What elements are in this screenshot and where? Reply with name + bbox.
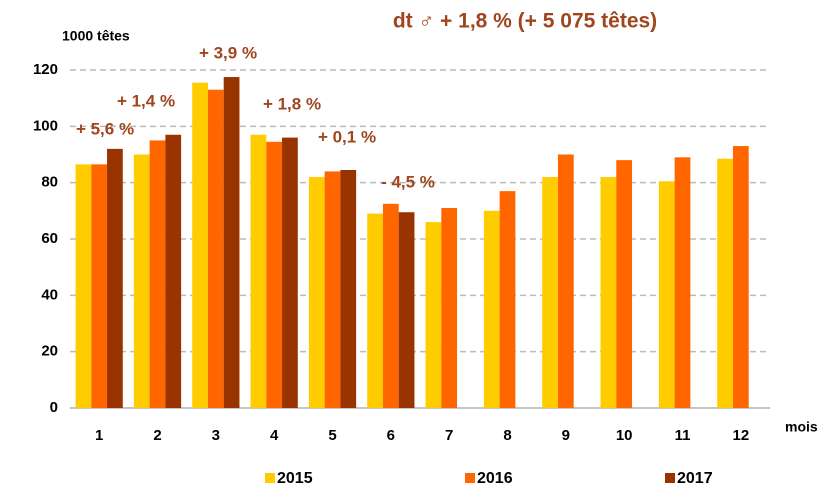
bar [658, 181, 675, 408]
annotation: + 0,1 % [318, 127, 376, 146]
x-tick-label: 5 [328, 427, 336, 444]
bar [542, 177, 558, 408]
bar [133, 154, 150, 408]
annotation: + 1,8 % [263, 94, 321, 113]
legend-swatch [465, 473, 475, 483]
annotation: - 4,5 % [381, 172, 435, 191]
bar [250, 134, 267, 409]
bar [308, 177, 325, 408]
y-tick-label: 100 [33, 117, 58, 134]
bar [600, 177, 617, 408]
bar [382, 203, 399, 408]
bar [717, 158, 733, 408]
annotation: + 3,9 % [199, 43, 257, 62]
y-tick-label: 0 [50, 399, 58, 416]
bar [165, 134, 182, 409]
bar [149, 140, 166, 408]
x-tick-label: 8 [503, 427, 511, 444]
legend-label: 2017 [677, 470, 713, 487]
annotation: + 1,4 % [117, 91, 175, 110]
bar [75, 164, 92, 408]
y-axis-label: 1000 têtes [62, 28, 130, 44]
bar [207, 89, 224, 408]
bar [107, 148, 123, 408]
bar [398, 212, 415, 408]
y-tick-label: 20 [41, 343, 58, 360]
x-tick-label: 11 [675, 427, 691, 444]
x-tick-label: 4 [270, 427, 279, 444]
legend-swatch [665, 473, 675, 483]
bar [367, 213, 383, 408]
bar [499, 191, 516, 408]
bar [674, 157, 691, 408]
legend-label: 2016 [477, 470, 513, 487]
bar [324, 171, 341, 408]
y-tick-label: 120 [33, 61, 58, 78]
bar [192, 82, 208, 409]
chart-title: dt ♂ + 1,8 % (+ 5 075 têtes) [393, 10, 657, 33]
x-tick-label: 10 [616, 427, 633, 444]
bar [732, 146, 749, 409]
y-tick-label: 40 [41, 286, 58, 303]
x-tick-label: 7 [445, 427, 453, 444]
x-tick-label: 2 [153, 427, 161, 444]
annotation: + 5,6 % [76, 119, 134, 138]
bar [223, 77, 240, 409]
legend-swatch [265, 473, 275, 483]
x-tick-label: 12 [732, 427, 749, 444]
legend-label: 2015 [277, 470, 313, 487]
bar [483, 210, 500, 408]
bar [557, 154, 574, 408]
bar [282, 137, 298, 408]
x-axis-label: mois [785, 419, 818, 435]
y-tick-label: 60 [41, 230, 58, 247]
bar [425, 222, 442, 408]
x-tick-label: 6 [387, 427, 395, 444]
bar [340, 169, 357, 408]
bar [91, 164, 108, 408]
bar [616, 160, 633, 408]
x-tick-label: 9 [562, 427, 570, 444]
bar [441, 208, 458, 408]
x-tick-label: 3 [212, 427, 220, 444]
bar [266, 141, 283, 408]
x-tick-label: 1 [95, 427, 103, 444]
y-tick-label: 80 [41, 174, 58, 191]
